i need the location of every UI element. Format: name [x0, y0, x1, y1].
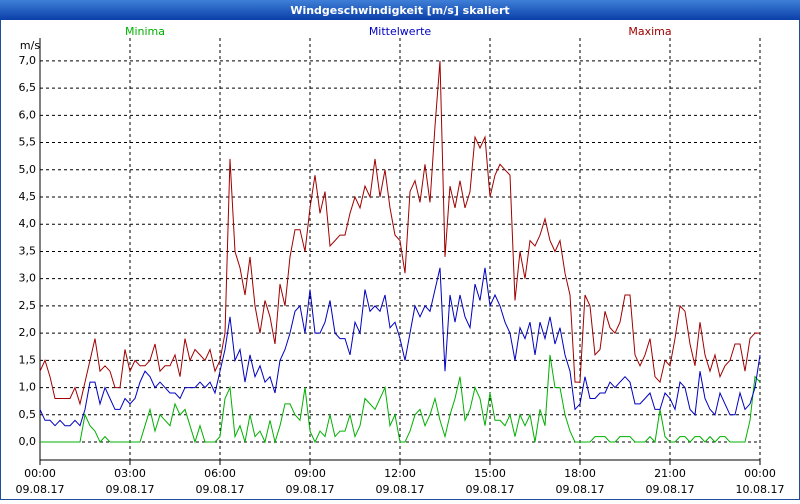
x-tick-date: 09.08.17	[196, 483, 245, 496]
y-tick-label: 5,5	[19, 136, 37, 149]
x-tick-label: 09:00	[294, 467, 326, 480]
line-series	[39, 267, 761, 427]
y-tick-label: 4,5	[19, 190, 37, 203]
y-tick-label: 5,0	[19, 163, 37, 176]
y-tick-label: 6,0	[19, 108, 37, 121]
y-tick-label: 1,5	[19, 353, 37, 366]
x-tick-date: 09.08.17	[376, 483, 425, 496]
x-tick-label: 12:00	[384, 467, 416, 480]
y-unit: m/s	[20, 39, 40, 52]
y-tick-label: 0,5	[19, 408, 37, 421]
legend-label: Maxima	[628, 25, 671, 38]
line-series	[39, 60, 760, 406]
y-tick-label: 3,0	[19, 272, 37, 285]
x-tick-date: 09.08.17	[286, 483, 335, 496]
legend-label: Mittelwerte	[369, 25, 432, 38]
y-tick-label: 3,5	[19, 244, 37, 257]
x-tick-label: 21:00	[654, 467, 686, 480]
x-tick-date: 09.08.17	[646, 483, 695, 496]
title-bar	[0, 0, 800, 20]
y-tick-label: 2,0	[19, 326, 37, 339]
x-tick-label: 18:00	[564, 467, 596, 480]
line-series	[40, 354, 761, 444]
legend-label: Minima	[125, 25, 165, 38]
x-tick-label: 00:00	[24, 467, 56, 480]
x-tick-label: 15:00	[474, 467, 506, 480]
x-tick-date: 10.08.17	[736, 483, 785, 496]
y-tick-label: 1,0	[19, 381, 37, 394]
x-tick-label: 03:00	[114, 467, 146, 480]
x-tick-date: 09.08.17	[106, 483, 155, 496]
x-tick-date: 09.08.17	[466, 483, 515, 496]
x-tick-label: 06:00	[204, 467, 236, 480]
y-tick-label: 6,5	[19, 81, 37, 94]
x-tick-date: 09.08.17	[16, 483, 65, 496]
y-tick-label: 0,0	[19, 435, 37, 448]
y-tick-label: 2,5	[19, 299, 37, 312]
y-tick-label: 4,0	[19, 217, 37, 230]
chart-title: Windgeschwindigkeit [m/s] skaliert	[290, 4, 509, 17]
y-tick-label: 7,0	[19, 54, 37, 67]
x-tick-label: 00:00	[744, 467, 776, 480]
x-tick-date: 09.08.17	[556, 483, 605, 496]
